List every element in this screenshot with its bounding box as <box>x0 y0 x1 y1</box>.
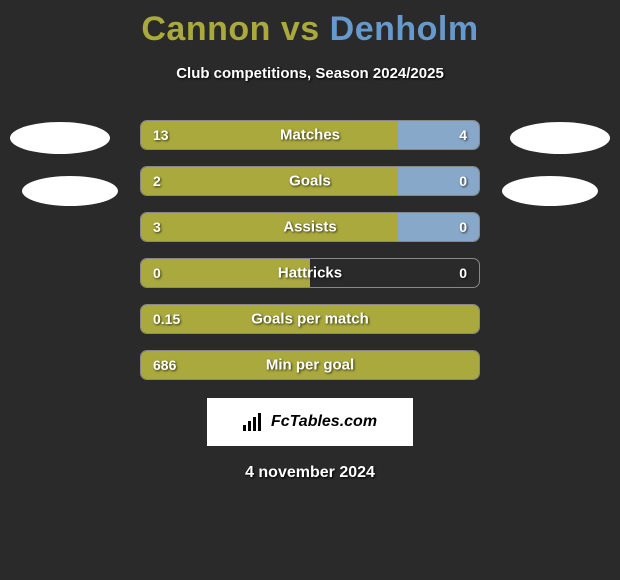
stat-bar-row: Hattricks 0 0 <box>140 258 480 288</box>
stats-chart: Matches134Goals20Assists30Hattricks00Goa… <box>0 120 620 380</box>
watermark-logo: FcTables.com <box>207 398 413 446</box>
stat-bar-row: Min per goal 686 <box>140 350 480 380</box>
page-title: Cannon vs Denholm <box>0 0 620 49</box>
chart-icon <box>243 413 265 431</box>
stat-value-right: 0 <box>459 265 467 281</box>
stat-value-right: 0 <box>459 173 467 189</box>
stat-label: Hattricks <box>278 265 342 282</box>
stat-label: Goals per match <box>251 311 369 328</box>
stat-bar-row: Matches 13 4 <box>140 120 480 150</box>
date-text: 4 november 2024 <box>0 464 620 482</box>
stat-label: Goals <box>289 173 331 190</box>
vs-text: vs <box>281 10 320 48</box>
stat-bar-left <box>141 213 398 241</box>
stat-value-left: 0.15 <box>153 311 180 327</box>
stat-value-left: 686 <box>153 357 176 373</box>
stat-bar-left <box>141 167 398 195</box>
stat-bar-left <box>141 121 398 149</box>
player2-name: Denholm <box>330 10 479 48</box>
player1-name: Cannon <box>141 10 271 48</box>
subtitle: Club competitions, Season 2024/2025 <box>0 65 620 82</box>
stat-label: Min per goal <box>266 357 354 374</box>
stat-bar-row: Assists 3 0 <box>140 212 480 242</box>
stat-label: Assists <box>283 219 336 236</box>
stat-value-left: 0 <box>153 265 161 281</box>
stat-value-right: 0 <box>459 219 467 235</box>
stat-value-right: 4 <box>459 127 467 143</box>
stat-value-left: 3 <box>153 219 161 235</box>
stat-bar-row: Goals per match 0.15 <box>140 304 480 334</box>
stat-value-left: 2 <box>153 173 161 189</box>
stat-bar-row: Goals 2 0 <box>140 166 480 196</box>
stat-label: Matches <box>280 127 340 144</box>
watermark-text: FcTables.com <box>271 413 377 431</box>
stat-value-left: 13 <box>153 127 169 143</box>
